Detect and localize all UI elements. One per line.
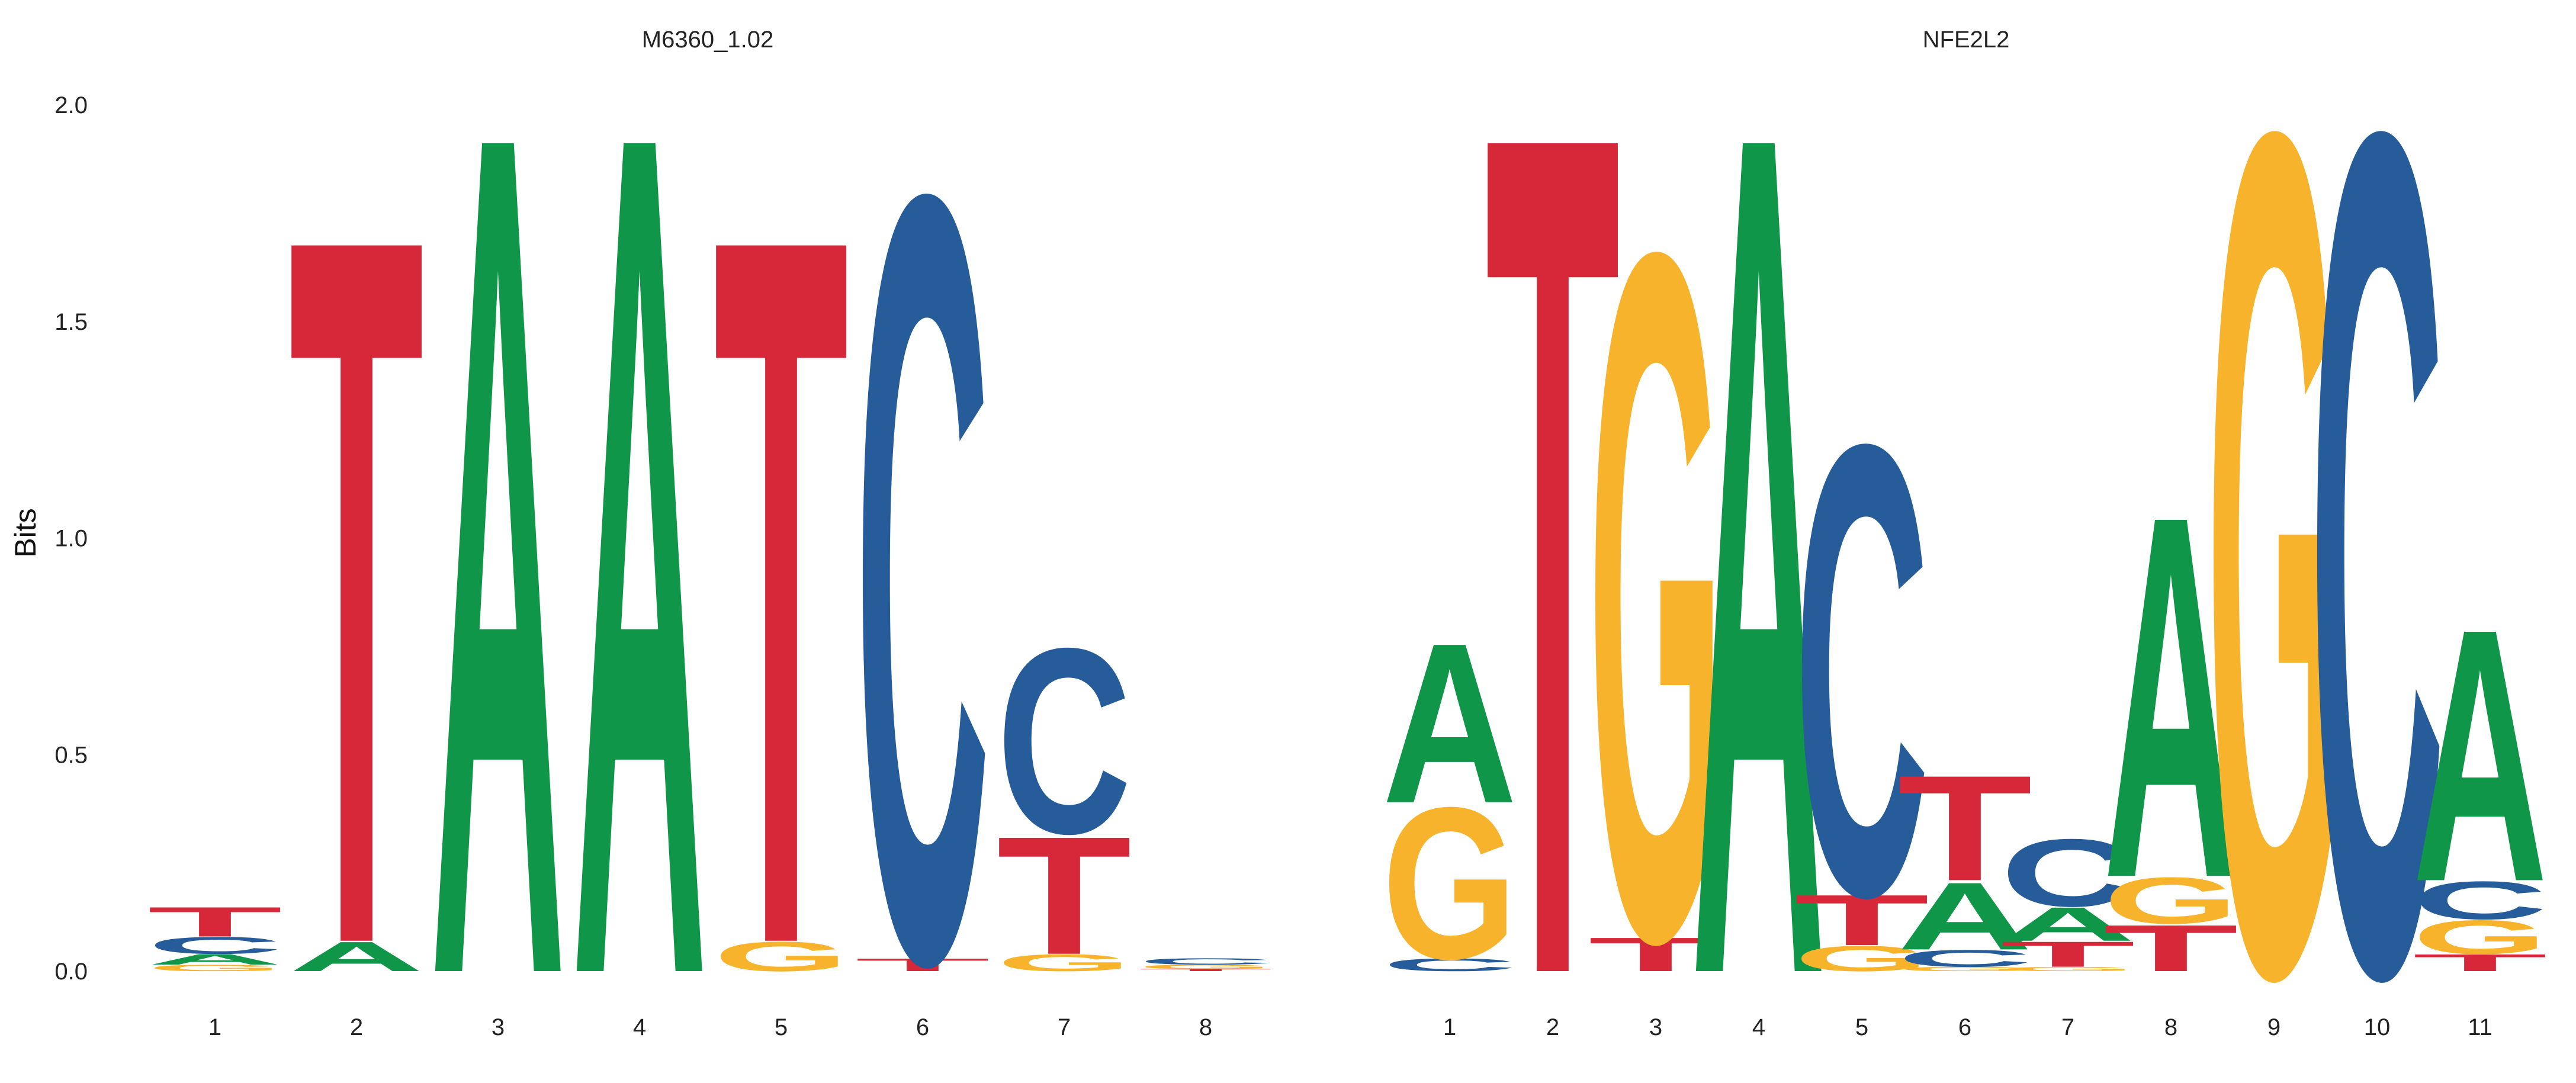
x-tick-label: 10 [2364,1014,2391,1040]
x-tick-label: 5 [1855,1014,1868,1040]
logo-letter-c: C [997,594,1132,889]
x-tick-label: 5 [775,1014,788,1040]
logo-letter-c: C [855,0,990,1083]
logo-letter-t: T [997,802,1132,989]
logo-letter-t: T [714,26,849,1083]
x-tick-label: 9 [2267,1014,2281,1040]
logo-letter-a: A [431,0,566,1083]
logo-letter-c: C [2000,820,2135,927]
logo-letter-t: T [1485,0,1620,1083]
logo-letter-t: T [2000,934,2135,975]
y-tick-label: 1.0 [54,526,88,552]
logo-letter-g: G [2000,966,2135,972]
x-tick-label: 3 [492,1014,505,1040]
logo-letter-a: A [2413,554,2548,957]
logo-letter-g: G [2206,0,2341,1083]
logo-letter-g: G [1794,939,1929,979]
logo-letter-t: T [2413,949,2548,976]
y-axis-label: Bits [9,508,42,557]
logo-letter-g: G [2103,863,2238,937]
x-tick-label: 2 [1546,1014,1559,1040]
y-tick-label: 1.5 [54,309,88,335]
logo-letter-g: G [714,933,849,980]
logo-letter-g: G [997,949,1132,976]
logo-letter-t: T [1794,880,1929,960]
x-tick-label: 3 [1649,1014,1662,1040]
x-tick-label: 11 [2468,1014,2493,1040]
logo-letter-a: A [1691,0,1826,1083]
x-tick-label: 7 [1058,1014,1071,1040]
logo-letter-t: T [1897,744,2032,912]
x-tick-label: 4 [633,1014,646,1040]
x-tick-label: 1 [1443,1014,1456,1040]
logo-letter-t: T [289,26,424,1083]
logo-letter-a: A [289,933,424,980]
logo-letter-t: T [2103,911,2238,985]
logo-letter-a: A [572,0,707,1083]
logo-letter-c: C [147,932,282,959]
panel-title: M6360_1.02 [642,27,773,53]
logo-letter-c: C [1897,945,2032,972]
logo-letter-t: T [147,898,282,945]
logo-letter-g: G [1897,966,2032,972]
x-tick-label: 6 [916,1014,929,1040]
logo-letter-c: C [1794,310,1929,1030]
logo-letter-a: A [1897,863,2032,970]
x-tick-label: 4 [1752,1014,1765,1040]
logo-letter-g: G [1138,963,1273,970]
x-tick-label: 8 [2164,1014,2177,1040]
x-axis-ticks: 1 2 3 4 5 6 7 8 9 10 11 [1443,1014,2493,1040]
logo-letter-g: G [2413,910,2548,964]
y-tick-label: 0.0 [54,959,88,985]
logo-letter-a: A [147,951,282,968]
logo-letter-a: A [2000,897,2135,951]
logo-letter-g: G [147,963,282,973]
x-tick-label: 7 [2061,1014,2074,1040]
x-tick-label: 8 [1199,1014,1212,1040]
x-tick-label: 1 [208,1014,221,1040]
logo-letter-c: C [1138,956,1273,966]
x-tick-label: 2 [350,1014,363,1040]
y-tick-label: 0.5 [54,742,88,768]
logo-letter-c: C [2413,870,2548,931]
logo-letter-c: C [2310,0,2445,1083]
panel-title: NFE2L2 [1923,27,2010,53]
y-tick-label: 2.0 [54,92,88,118]
x-tick-label: 6 [1958,1014,1971,1040]
logo-letter-g: G [1588,49,1723,1083]
logo-letter-a: A [1382,595,1517,850]
logo-letter-t: T [855,955,990,975]
logo-letter-a: A [2103,408,2238,986]
logo-letter-t: T [1138,968,1273,972]
y-axis: 0.0 0.5 1.0 1.5 2.0 [54,92,88,985]
logo-letter-c: C [1382,955,1517,975]
logo-letter-g: G [1382,763,1517,1004]
logo-letter-t: T [1588,928,1723,982]
x-axis-ticks: 1 2 3 4 5 6 7 8 [208,1014,1212,1040]
